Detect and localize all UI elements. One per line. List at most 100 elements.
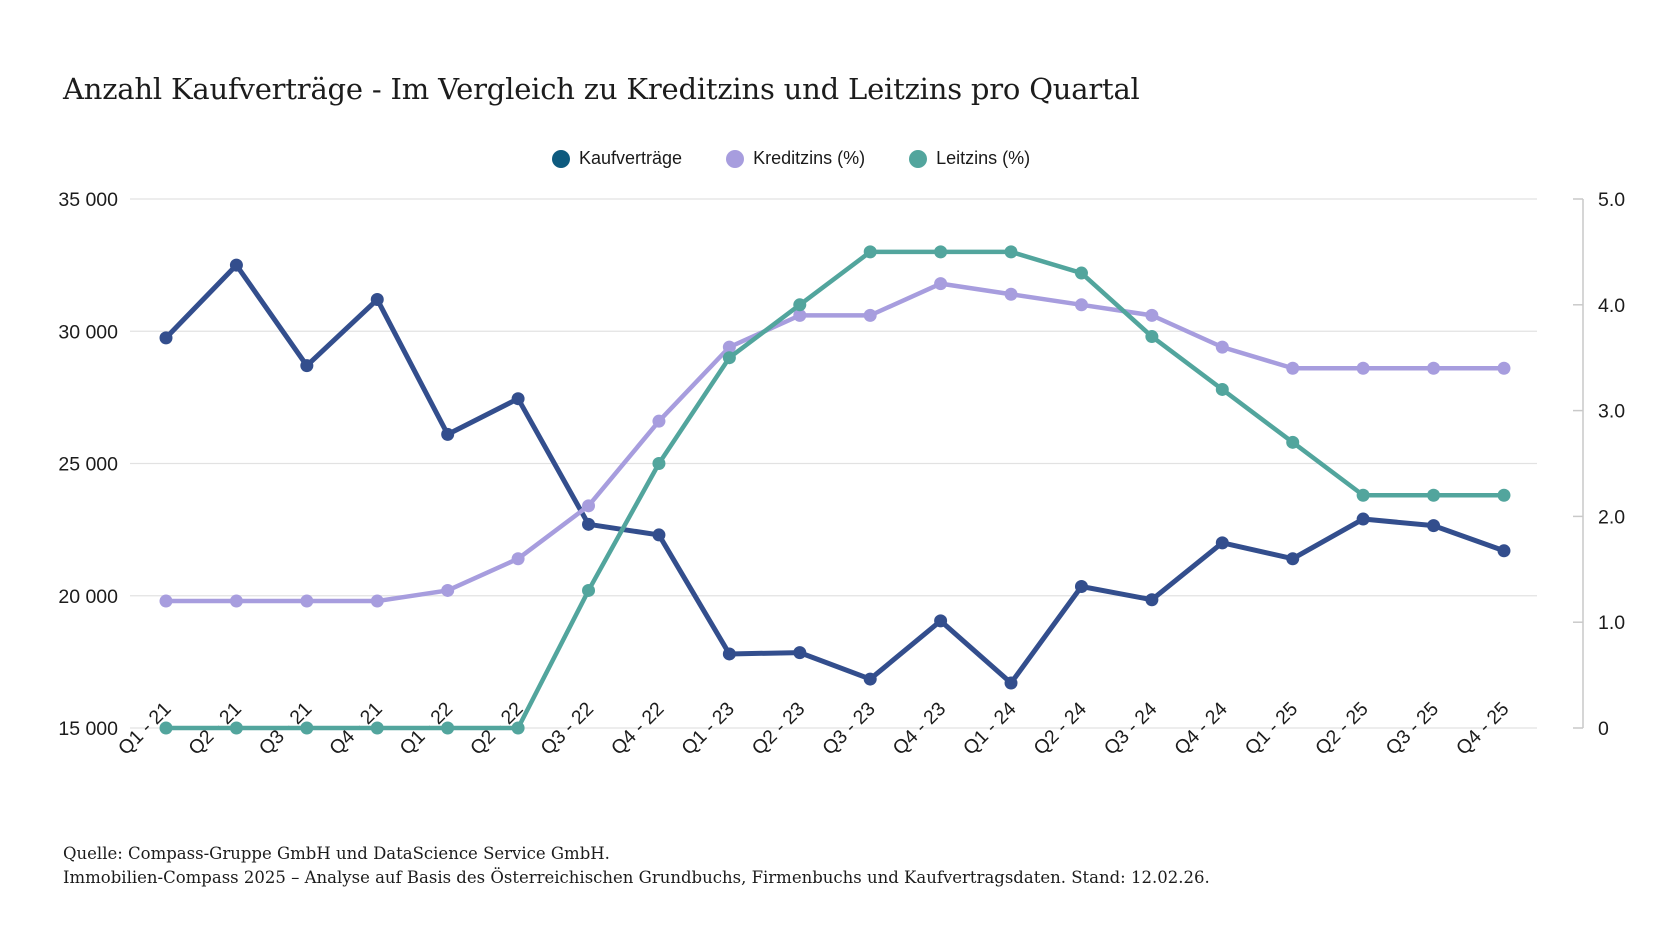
data-point-kreditzins bbox=[1356, 361, 1370, 375]
data-point-kaufvertraege bbox=[1286, 552, 1300, 566]
data-point-leitzins bbox=[1145, 330, 1159, 344]
right-axis-tick-label: 0 bbox=[1598, 718, 1609, 740]
source-line: Quelle: Compass-Gruppe GmbH und DataScie… bbox=[63, 844, 610, 863]
x-axis-tick-label: Q1 - 23 bbox=[677, 698, 739, 760]
data-point-kreditzins bbox=[1145, 308, 1159, 322]
left-axis-tick-label: 25 000 bbox=[58, 454, 118, 476]
series-line-kaufvertraege bbox=[163, 262, 1507, 686]
data-point-leitzins bbox=[582, 583, 596, 597]
legend-label-kreditzins: Kreditzins (%) bbox=[753, 148, 866, 168]
data-point-kreditzins bbox=[1497, 361, 1511, 375]
kaufvertraege-legend-dot-icon bbox=[552, 149, 570, 168]
right-axis-tick-label: 5.0 bbox=[1598, 189, 1625, 211]
x-axis-tick-label: Q3 - 25 bbox=[1382, 698, 1444, 760]
data-point-kreditzins bbox=[1004, 287, 1018, 301]
data-point-kreditzins bbox=[300, 594, 314, 608]
data-point-leitzins bbox=[793, 298, 807, 312]
data-point-leitzins bbox=[229, 721, 243, 735]
data-point-leitzins bbox=[934, 245, 948, 259]
data-point-leitzins bbox=[1074, 266, 1088, 280]
left-axis-tick-label: 15 000 bbox=[58, 718, 118, 740]
data-point-kaufvertraege bbox=[1427, 519, 1441, 533]
x-axis-tick-label: Q4 - 23 bbox=[889, 698, 951, 760]
x-axis-tick-label: Q1 - 24 bbox=[959, 698, 1021, 760]
data-point-kreditzins bbox=[1074, 298, 1088, 312]
data-point-kreditzins bbox=[1215, 340, 1229, 354]
kreditzins-legend-dot-icon bbox=[726, 149, 745, 168]
data-point-leitzins bbox=[1497, 488, 1511, 502]
right-axis-tick-label: 2.0 bbox=[1598, 506, 1625, 528]
x-axis-tick-label: Q3 - 24 bbox=[1100, 698, 1162, 760]
data-point-leitzins bbox=[370, 721, 384, 735]
data-point-kreditzins bbox=[229, 594, 243, 608]
chart-title: Anzahl Kaufverträge - Im Vergleich zu Kr… bbox=[63, 72, 1140, 106]
right-axis-tick-label: 3.0 bbox=[1598, 401, 1625, 423]
data-point-kaufvertraege bbox=[370, 293, 384, 307]
data-point-kreditzins bbox=[441, 583, 455, 597]
data-point-kaufvertraege bbox=[159, 331, 173, 345]
right-axis-tick-label: 4.0 bbox=[1598, 295, 1625, 317]
series-line-leitzins bbox=[163, 249, 1507, 731]
data-point-kaufvertraege bbox=[1145, 593, 1159, 607]
legend-label-leitzins: Leitzins (%) bbox=[936, 148, 1031, 168]
data-point-kaufvertraege bbox=[1215, 536, 1229, 550]
data-point-kreditzins bbox=[582, 499, 596, 513]
x-axis-tick-label: Q4 - 24 bbox=[1170, 698, 1232, 760]
data-point-leitzins bbox=[863, 245, 877, 259]
data-point-kreditzins bbox=[722, 340, 736, 354]
data-point-leitzins bbox=[1004, 245, 1018, 259]
data-point-kaufvertraege bbox=[1356, 512, 1370, 526]
data-point-kreditzins bbox=[1427, 361, 1441, 375]
data-point-kreditzins bbox=[1286, 361, 1300, 375]
data-point-leitzins bbox=[1356, 488, 1370, 502]
data-point-kaufvertraege bbox=[652, 528, 666, 542]
data-point-leitzins bbox=[511, 721, 525, 735]
data-point-kaufvertraege bbox=[1004, 676, 1018, 690]
data-point-leitzins bbox=[300, 721, 314, 735]
x-axis-tick-label: Q3 - 22 bbox=[537, 698, 599, 760]
data-point-leitzins bbox=[652, 457, 666, 470]
data-point-leitzins bbox=[722, 351, 736, 365]
legend-label-kaufvertraege: Kaufverträge bbox=[579, 148, 683, 168]
right-axis-tick-label: 1.0 bbox=[1598, 612, 1625, 634]
x-axis-tick-label: Q4 - 25 bbox=[1452, 698, 1514, 760]
left-axis-tick-label: 20 000 bbox=[58, 586, 118, 608]
data-point-kreditzins bbox=[863, 308, 877, 322]
x-axis-tick-label: Q4 - 22 bbox=[607, 698, 669, 760]
data-point-kreditzins bbox=[934, 277, 948, 291]
series-line-kreditzins bbox=[163, 281, 1507, 604]
x-axis-tick-label: Q2 - 23 bbox=[748, 698, 810, 760]
data-point-kreditzins bbox=[159, 594, 173, 608]
legend-item-kreditzins: Kreditzins (%) bbox=[726, 148, 865, 169]
data-point-kreditzins bbox=[652, 414, 666, 428]
data-point-kaufvertraege bbox=[300, 359, 314, 373]
left-axis-tick-label: 35 000 bbox=[58, 189, 118, 211]
x-axis-tick-label: Q3 - 23 bbox=[818, 698, 880, 760]
analysis-line: Immobilien-Compass 2025 – Analyse auf Ba… bbox=[63, 868, 1210, 887]
data-point-leitzins bbox=[159, 721, 173, 735]
data-point-leitzins bbox=[441, 721, 455, 735]
data-point-kaufvertraege bbox=[582, 517, 596, 531]
data-point-kaufvertraege bbox=[511, 392, 525, 406]
legend: Kaufverträge Kreditzins (%) Leitzins (%) bbox=[552, 148, 1030, 169]
data-point-leitzins bbox=[1286, 435, 1300, 449]
data-point-kreditzins bbox=[793, 308, 807, 322]
data-point-kaufvertraege bbox=[1074, 579, 1088, 593]
data-point-kreditzins bbox=[511, 552, 525, 566]
data-point-kaufvertraege bbox=[1497, 544, 1511, 558]
data-point-kaufvertraege bbox=[229, 258, 243, 272]
data-point-leitzins bbox=[1427, 488, 1441, 502]
data-point-kreditzins bbox=[370, 594, 384, 608]
data-point-kaufvertraege bbox=[793, 646, 807, 660]
left-axis-tick-label: 30 000 bbox=[58, 321, 118, 343]
x-axis-tick-label: Q2 - 24 bbox=[1029, 698, 1091, 760]
data-point-kaufvertraege bbox=[863, 672, 877, 686]
x-axis-tick-label: Q1 - 25 bbox=[1241, 698, 1303, 760]
footer: Quelle: Compass-Gruppe GmbH und DataScie… bbox=[63, 842, 1210, 890]
legend-item-leitzins: Leitzins (%) bbox=[909, 148, 1030, 169]
data-point-kaufvertraege bbox=[934, 614, 948, 628]
data-point-kaufvertraege bbox=[722, 647, 736, 661]
x-axis-tick-label: Q2 - 25 bbox=[1311, 698, 1373, 760]
